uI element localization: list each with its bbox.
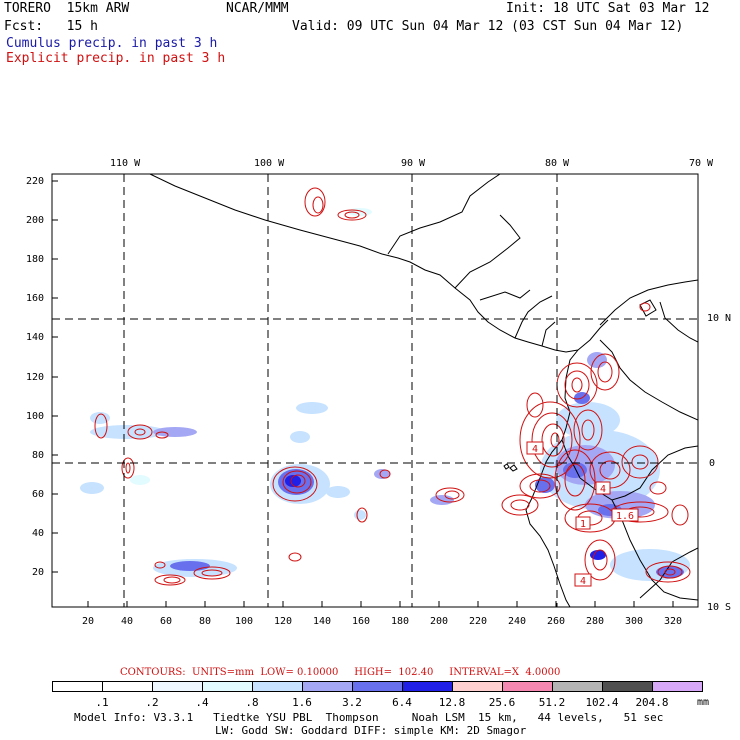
lon-label: 100 W (254, 158, 285, 169)
contour-label: 1.6 (616, 511, 634, 522)
x-tick-label: 40 (121, 616, 134, 627)
cumulus-precip-label: Cumulus precip. in past 3 h (6, 36, 218, 51)
color-scale-swatch (202, 681, 253, 692)
color-scale-swatch (302, 681, 353, 692)
y-tick-label: 220 (26, 176, 45, 187)
y-tick-label: 180 (26, 254, 45, 265)
lat-label: 10 N (707, 313, 732, 324)
color-scale-swatch (252, 681, 303, 692)
color-scale-label: .1 (95, 696, 109, 709)
x-tick-label: 260 (547, 616, 566, 627)
map-frame (51, 173, 699, 608)
y-tick-label: 120 (26, 372, 45, 383)
x-tick-label: 140 (313, 616, 332, 627)
contour-label: 4 (580, 576, 586, 587)
x-tick-label: 280 (586, 616, 605, 627)
model-info-line1: Model Info: V3.3.1 Tiedtke YSU PBL Thomp… (74, 711, 664, 724)
latlon-grid (52, 174, 698, 607)
center-name: NCAR/MMM (226, 1, 289, 16)
x-tick-label: 320 (664, 616, 683, 627)
x-tick-label: 80 (199, 616, 212, 627)
lon-label: 90 W (401, 158, 426, 169)
color-scale-swatch (602, 681, 653, 692)
color-scale-label: 204.8 (635, 696, 669, 709)
forecast-hour: Fcst: 15 h (4, 19, 98, 34)
contour-labels: 4 4 1.6 1 4 (526, 441, 639, 587)
x-tick-label: 200 (430, 616, 449, 627)
y-tick-label: 200 (26, 215, 45, 226)
contour-label: 1 (580, 519, 586, 530)
model-info-line2: LW: Godd SW: Goddard DIFF: simple KM: 2D… (215, 724, 527, 737)
y-tick-label: 140 (26, 332, 45, 343)
color-scale-label: 51.2 (538, 696, 566, 709)
color-scale-swatch (402, 681, 453, 692)
y-tick-label: 60 (32, 489, 45, 500)
color-scale-label: .4 (195, 696, 209, 709)
contours-info: CONTOURS: UNITS=mm LOW= 0.10000 HIGH= 10… (120, 667, 561, 678)
color-scale-label: 102.4 (585, 696, 619, 709)
explicit-precip-label: Explicit precip. in past 3 h (6, 51, 226, 66)
color-scale-swatch (502, 681, 553, 692)
y-tick-label: 80 (32, 450, 45, 461)
x-tick-label: 120 (274, 616, 293, 627)
valid-time: Valid: 09 UTC Sun 04 Mar 12 (03 CST Sun … (292, 19, 684, 34)
lon-label: 110 W (110, 158, 141, 169)
precip-contours (94, 187, 691, 586)
x-tick-label: 180 (391, 616, 410, 627)
x-tick-label: 100 (235, 616, 254, 627)
y-tick-label: 20 (32, 567, 45, 578)
contour-label: 4 (600, 484, 606, 495)
y-tick-label: 100 (26, 411, 45, 422)
x-tick-label: 160 (352, 616, 371, 627)
y-tick-label: 160 (26, 293, 45, 304)
color-scale-label: .2 (145, 696, 159, 709)
init-time: Init: 18 UTC Sat 03 Mar 12 (506, 1, 710, 16)
color-scale-swatch (452, 681, 503, 692)
color-scale-swatch (102, 681, 153, 692)
lon-label: 70 W (689, 158, 714, 169)
lat-label: 10 S (707, 602, 732, 613)
x-tick-label: 300 (625, 616, 644, 627)
x-tick-label: 60 (160, 616, 173, 627)
lon-label: 80 W (545, 158, 570, 169)
x-tick-label: 220 (469, 616, 488, 627)
model-title: TORERO 15km ARW (4, 1, 130, 16)
color-scale-label: 25.6 (488, 696, 516, 709)
x-tick-label: 240 (508, 616, 527, 627)
color-scale-swatch (152, 681, 203, 692)
scale-units: mm (697, 697, 710, 708)
contour-label: 4 (532, 444, 538, 455)
color-scale-label: 12.8 (438, 696, 466, 709)
axis-ticks (52, 180, 674, 607)
color-scale-label: 3.2 (342, 696, 362, 709)
y-tick-label: 40 (32, 528, 45, 539)
color-scale-swatch (52, 681, 103, 692)
x-tick-label: 20 (82, 616, 95, 627)
color-scale-label: .8 (245, 696, 259, 709)
color-scale-swatch (352, 681, 403, 692)
color-scale-label: 6.4 (392, 696, 412, 709)
lat-label: 0 (709, 458, 716, 469)
color-scale-swatch (652, 681, 703, 692)
color-scale-swatch (552, 681, 603, 692)
color-scale-label: 1.6 (292, 696, 312, 709)
